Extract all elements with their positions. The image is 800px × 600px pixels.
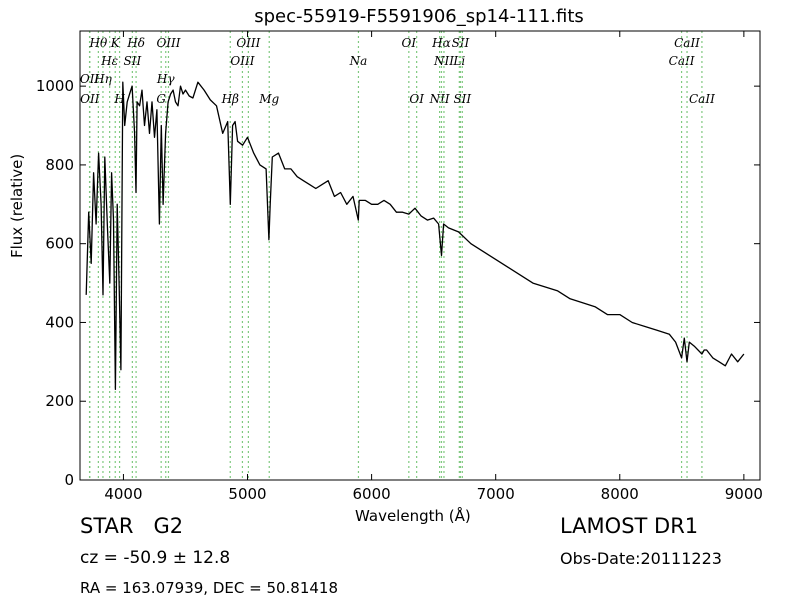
spectral-line-label: Hθ: [89, 36, 108, 50]
spectral-line-label: Li: [452, 54, 465, 68]
spectral-line-label: SII: [453, 92, 471, 106]
spectrum-series-line: [85, 81, 745, 391]
plot-frame: [79, 30, 761, 481]
obs-date-label: Obs-Date:20111223: [560, 549, 722, 568]
spectral-line-label: CaII: [669, 54, 695, 68]
y-tick-label: 0: [64, 471, 74, 489]
object-subclass: G2: [153, 514, 184, 538]
spectral-line-label: SII: [452, 36, 470, 50]
object-class-label: STAR G2: [80, 514, 183, 538]
x-tick-label: 8000: [601, 485, 639, 503]
spectral-line-label: Hε: [100, 54, 118, 68]
spectral-line-label: OII: [80, 92, 100, 106]
x-tick-label: 4000: [104, 485, 142, 503]
x-tick-label: 7000: [477, 485, 515, 503]
spectral-line-label: Mg: [258, 92, 279, 106]
spectral-line-label: OIII: [230, 54, 254, 68]
object-class: STAR: [80, 514, 134, 538]
spectral-line-label: Hη: [93, 72, 112, 86]
spectral-line-label: Hβ: [221, 92, 239, 106]
spectral-line-label: CaII: [674, 36, 700, 50]
coordinates-label: RA = 163.07939, DEC = 50.81418: [80, 579, 339, 597]
spectral-line-label: G: [156, 92, 166, 106]
y-tick-label: 600: [45, 235, 74, 253]
spectral-line-label: Hα: [431, 36, 451, 50]
x-tick-label: 6000: [353, 485, 391, 503]
spectral-line-label: OIII: [236, 36, 260, 50]
y-tick-label: 800: [45, 156, 74, 174]
spectral-line-label: NII: [429, 92, 450, 106]
spectral-line-label: SII: [124, 54, 142, 68]
spectral-line-label: OII: [80, 72, 100, 86]
x-tick-label: 9000: [725, 485, 763, 503]
x-axis-label: Wavelength (Å): [355, 507, 471, 525]
spectral-line-label: OIII: [156, 36, 180, 50]
spectral-line-label: K: [110, 36, 121, 50]
spectral-line-label: Hδ: [126, 36, 145, 50]
spectral-line-label: CaII: [689, 92, 715, 106]
y-tick-label: 1000: [36, 77, 74, 95]
y-tick-label: 400: [45, 313, 74, 331]
redshift-label: cz = -50.9 ± 12.8: [80, 548, 231, 568]
x-tick-label: 5000: [228, 485, 266, 503]
chart-title: spec-55919-F5591906_sp14-111.fits: [254, 6, 584, 27]
spectral-line-label: Hγ: [156, 72, 175, 86]
spectral-line-label: OI: [409, 92, 424, 106]
spectral-line-label: Na: [349, 54, 368, 68]
spectral-line-label: NII: [433, 54, 454, 68]
y-tick-label: 200: [45, 392, 74, 410]
spectral-line-label: OI: [402, 36, 417, 50]
survey-label: LAMOST DR1: [560, 514, 699, 538]
y-axis-label: Flux (relative): [8, 153, 26, 258]
